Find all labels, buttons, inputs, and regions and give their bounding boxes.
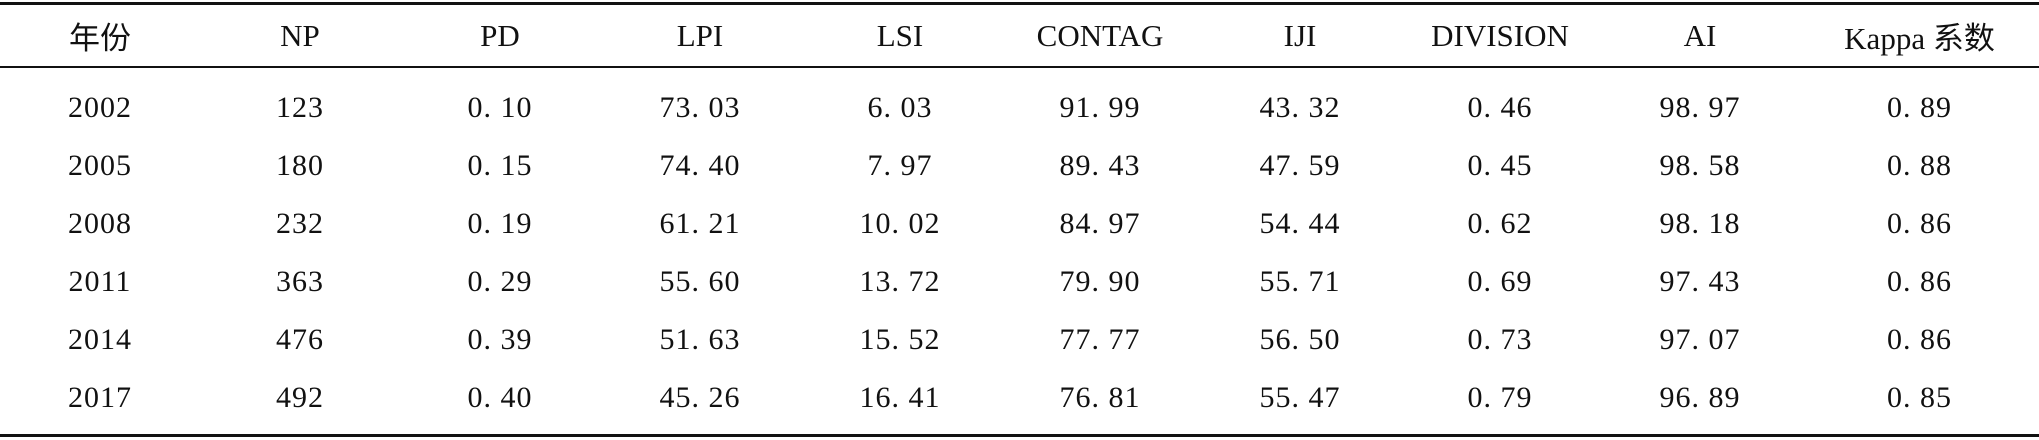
table-row: 2002 123 0. 10 73. 03 6. 03 91. 99 43. 3… bbox=[0, 79, 2039, 137]
cell-lpi: 61. 21 bbox=[659, 207, 741, 240]
header-iji: IJI bbox=[1283, 17, 1317, 53]
cell-iji: 55. 71 bbox=[1259, 265, 1341, 298]
cell-kappa: 0. 85 bbox=[1887, 381, 1952, 414]
cell-kappa: 0. 88 bbox=[1887, 149, 1952, 182]
cell-division: 0. 73 bbox=[1467, 323, 1533, 356]
cell-pd: 0. 40 bbox=[467, 381, 533, 414]
cell-lpi: 45. 26 bbox=[659, 381, 741, 414]
cell-lsi: 6. 03 bbox=[867, 91, 933, 124]
table-row: 2017 492 0. 40 45. 26 16. 41 76. 81 55. … bbox=[0, 369, 2039, 427]
cell-contag: 79. 90 bbox=[1059, 265, 1141, 298]
header-lsi: LSI bbox=[876, 17, 924, 53]
cell-np: 363 bbox=[276, 265, 324, 298]
cell-year: 2005 bbox=[68, 149, 132, 182]
cell-lsi: 10. 02 bbox=[859, 207, 941, 240]
cell-lsi: 16. 41 bbox=[859, 381, 941, 414]
cell-lsi: 13. 72 bbox=[859, 265, 941, 298]
cell-division: 0. 46 bbox=[1467, 91, 1533, 124]
cell-lpi: 55. 60 bbox=[659, 265, 741, 298]
cell-ai: 97. 07 bbox=[1659, 323, 1741, 356]
cell-kappa: 0. 86 bbox=[1887, 323, 1952, 356]
header-division: DIVISION bbox=[1431, 17, 1569, 53]
cell-np: 232 bbox=[276, 207, 324, 240]
top-rule bbox=[0, 2, 2039, 5]
cell-contag: 89. 43 bbox=[1059, 149, 1141, 182]
table-header-row: 年份 NP PD LPI LSI CONTAG IJI DIVISION AI … bbox=[0, 5, 2039, 66]
header-np: NP bbox=[280, 17, 320, 53]
cell-ai: 97. 43 bbox=[1659, 265, 1741, 298]
cell-division: 0. 69 bbox=[1467, 265, 1533, 298]
cell-lpi: 51. 63 bbox=[659, 323, 741, 356]
cell-year: 2008 bbox=[68, 207, 132, 240]
header-year: 年份 bbox=[69, 21, 131, 56]
cell-ai: 98. 18 bbox=[1659, 207, 1741, 240]
cell-iji: 43. 32 bbox=[1259, 91, 1341, 124]
cell-contag: 91. 99 bbox=[1059, 91, 1141, 124]
cell-contag: 84. 97 bbox=[1059, 207, 1141, 240]
cell-pd: 0. 29 bbox=[467, 265, 533, 298]
header-ai: AI bbox=[1683, 17, 1717, 53]
cell-np: 492 bbox=[276, 381, 324, 414]
header-lpi: LPI bbox=[676, 17, 724, 53]
cell-contag: 76. 81 bbox=[1059, 381, 1141, 414]
cell-year: 2014 bbox=[68, 323, 132, 356]
cell-division: 0. 45 bbox=[1467, 149, 1533, 182]
cell-ai: 98. 58 bbox=[1659, 149, 1741, 182]
cell-contag: 77. 77 bbox=[1059, 323, 1141, 356]
cell-iji: 47. 59 bbox=[1259, 149, 1341, 182]
cell-lsi: 15. 52 bbox=[859, 323, 941, 356]
cell-lpi: 74. 40 bbox=[659, 149, 741, 182]
cell-year: 2011 bbox=[68, 265, 132, 298]
cell-np: 476 bbox=[276, 323, 324, 356]
header-kappa: Kappa 系数 bbox=[1844, 21, 1995, 56]
table-row: 2011 363 0. 29 55. 60 13. 72 79. 90 55. … bbox=[0, 253, 2039, 311]
cell-lpi: 73. 03 bbox=[659, 91, 741, 124]
cell-division: 0. 79 bbox=[1467, 381, 1533, 414]
header-contag: CONTAG bbox=[1036, 17, 1164, 53]
cell-lsi: 7. 97 bbox=[867, 149, 933, 182]
bottom-rule bbox=[0, 434, 2039, 437]
cell-division: 0. 62 bbox=[1467, 207, 1533, 240]
cell-year: 2017 bbox=[68, 381, 132, 414]
table-row: 2014 476 0. 39 51. 63 15. 52 77. 77 56. … bbox=[0, 311, 2039, 369]
cell-iji: 56. 50 bbox=[1259, 323, 1341, 356]
cell-pd: 0. 39 bbox=[467, 323, 533, 356]
cell-ai: 96. 89 bbox=[1659, 381, 1741, 414]
cell-kappa: 0. 86 bbox=[1887, 265, 1952, 298]
table-row: 2005 180 0. 15 74. 40 7. 97 89. 43 47. 5… bbox=[0, 137, 2039, 195]
cell-ai: 98. 97 bbox=[1659, 91, 1741, 124]
header-pd: PD bbox=[480, 17, 520, 53]
cell-pd: 0. 10 bbox=[467, 91, 533, 124]
cell-pd: 0. 19 bbox=[467, 207, 533, 240]
cell-iji: 54. 44 bbox=[1259, 207, 1341, 240]
header-rule bbox=[0, 66, 2039, 68]
cell-pd: 0. 15 bbox=[467, 149, 533, 182]
table-row: 2008 232 0. 19 61. 21 10. 02 84. 97 54. … bbox=[0, 195, 2039, 253]
cell-year: 2002 bbox=[68, 91, 132, 124]
cell-kappa: 0. 86 bbox=[1887, 207, 1952, 240]
cell-np: 180 bbox=[276, 149, 324, 182]
cell-np: 123 bbox=[276, 91, 324, 124]
cell-kappa: 0. 89 bbox=[1887, 91, 1952, 124]
cell-iji: 55. 47 bbox=[1259, 381, 1341, 414]
